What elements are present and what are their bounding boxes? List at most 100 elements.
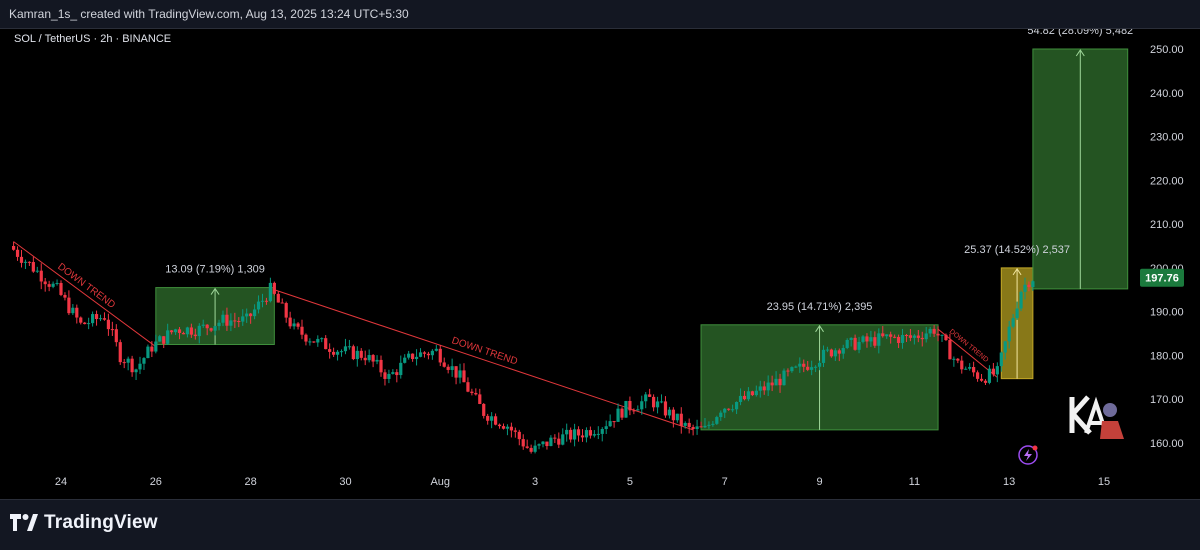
time-tick-label: 28 [245, 476, 257, 488]
candle-body [964, 368, 968, 370]
candle-body [1019, 291, 1023, 309]
candle-body [438, 348, 442, 363]
lightning-dot [1032, 445, 1038, 451]
candle-body [237, 321, 241, 323]
time-tick-label: 15 [1098, 476, 1110, 488]
candle-body [770, 382, 774, 386]
candle-body [418, 352, 423, 357]
candle-body [142, 358, 146, 364]
candle-body [158, 336, 162, 342]
candle-body [150, 346, 154, 352]
candle-body [944, 334, 948, 341]
candle-body [442, 362, 446, 367]
candle-body [932, 328, 936, 334]
price-chart[interactable]: 13.09 (7.19%) 1,309 23.95 (14.71%) 2,395 2… [0, 29, 1200, 499]
candle-body [181, 332, 186, 335]
candle-body [968, 367, 972, 369]
measure-label-2: 23.95 (14.71%) 2,395 [767, 301, 873, 313]
candle-body [173, 329, 178, 333]
candle-body [873, 337, 877, 346]
candle-body [138, 363, 142, 370]
candle-body [983, 380, 988, 383]
symbol-legend[interactable]: SOL / TetherUS · 2h · BINANCE [14, 33, 172, 45]
candle-body [185, 327, 190, 335]
ka-logo-icon [1066, 390, 1128, 442]
candle-body [233, 320, 237, 322]
candle-body [525, 446, 529, 448]
candle-body [252, 309, 257, 317]
candle-body [896, 336, 901, 343]
last-price-badge [1140, 268, 1184, 287]
candle-body [715, 417, 719, 424]
candle-body [470, 391, 474, 394]
measure-label-4: 54.82 (28.09%) 5,482 [1027, 29, 1133, 37]
candle-body [975, 372, 980, 379]
candle-body [407, 353, 411, 358]
candle-body [893, 336, 897, 338]
candle-body [711, 423, 715, 425]
candle-body [308, 341, 312, 343]
candle-body [857, 341, 861, 350]
candle-body [19, 256, 24, 263]
candle-body [98, 318, 103, 320]
candle-body [754, 390, 758, 396]
candle-body [189, 327, 193, 335]
candle-body [999, 352, 1003, 367]
candle-body [667, 409, 672, 416]
candle-body [960, 360, 964, 370]
candle-body [695, 426, 699, 430]
trend-label-2: DOWN TREND [450, 335, 519, 367]
candle-body [991, 368, 995, 375]
candle-body [1031, 281, 1035, 288]
candle-body [908, 335, 913, 338]
candle-body [549, 437, 553, 447]
candle-body [43, 281, 47, 285]
candle-body [541, 441, 545, 445]
candle-body [1027, 284, 1031, 288]
candle-body [616, 408, 620, 422]
candle-body [861, 336, 865, 342]
candle-body [513, 430, 517, 432]
candle-body [719, 412, 723, 418]
candle-body [699, 426, 703, 428]
candle-body [995, 366, 999, 375]
candle-body [272, 282, 276, 294]
attribution-bar: Kamran_1s_ created with TradingView.com,… [0, 0, 1200, 29]
candle-body [671, 409, 675, 421]
candle-body [1007, 326, 1011, 342]
candle-body [584, 430, 589, 438]
candle-body [292, 323, 296, 327]
candle-body [521, 439, 525, 447]
candle-body [79, 317, 83, 323]
candle-body [821, 349, 826, 363]
candle-body [296, 323, 300, 327]
last-price-label: 197.76 [1145, 273, 1179, 285]
candle-body [324, 338, 328, 350]
candle-body [853, 337, 857, 350]
candle-body [276, 293, 280, 303]
candle-body [94, 314, 99, 320]
chart-area[interactable] [0, 29, 1200, 499]
candle-body [146, 346, 150, 359]
candle-body [332, 351, 336, 355]
candle-body [829, 349, 833, 357]
time-tick-label: 13 [1003, 476, 1015, 488]
candle-body [71, 307, 75, 314]
candle-body [904, 335, 909, 337]
candle-body [900, 335, 905, 343]
candle-body [533, 445, 537, 452]
trend-line-2 [274, 289, 694, 431]
candle-body [810, 367, 814, 370]
measure-arrowhead-3 [1012, 267, 1022, 276]
candle-body [1011, 318, 1015, 327]
candle-body [363, 357, 367, 361]
candle-body [877, 333, 881, 346]
price-tick-label: 170.00 [1150, 394, 1184, 406]
candle-body [608, 421, 612, 427]
candle-body [446, 366, 450, 370]
candle-body [371, 355, 375, 362]
measure-arrowhead-4 [1075, 49, 1085, 57]
candle-body [940, 334, 944, 336]
measure-arrowhead-2 [815, 324, 824, 333]
candle-body [486, 415, 490, 421]
